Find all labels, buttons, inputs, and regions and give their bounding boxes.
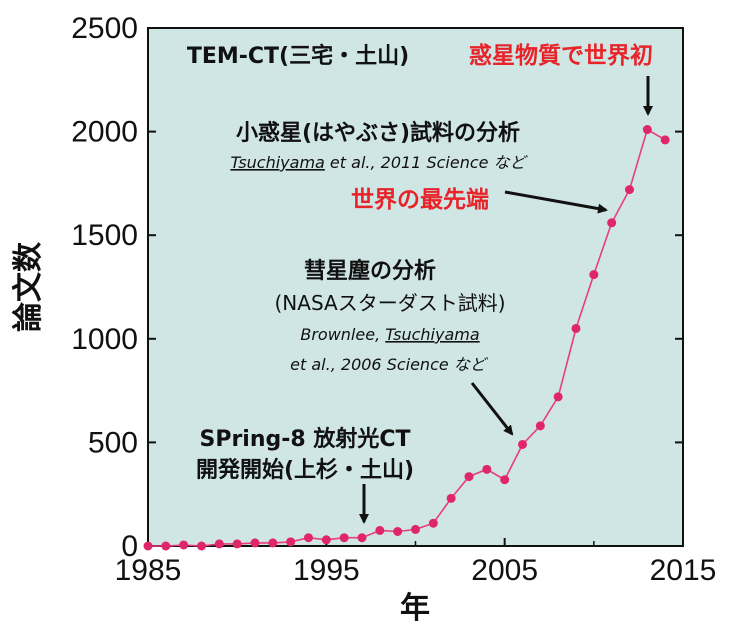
data-point: [571, 323, 581, 333]
cite-rest: et al., 2011 Science など: [325, 153, 529, 172]
data-point: [428, 518, 438, 528]
y-tick-label: 1000: [71, 323, 138, 356]
annotation-first-world: 惑星物質で世界初: [469, 42, 653, 69]
y-tick-label: 2000: [71, 116, 138, 149]
data-point: [446, 493, 456, 503]
data-point: [250, 538, 260, 548]
annotation-stardust-cite-1: Brownlee, Tsuchiyama: [300, 325, 479, 344]
data-point: [518, 439, 527, 449]
data-point: [321, 535, 331, 545]
x-tick-label: 2005: [471, 554, 538, 587]
data-point: [589, 270, 599, 280]
annotation-hayabusa: 小惑星(はやぶさ)試料の分析: [236, 120, 520, 146]
data-point: [625, 185, 634, 195]
data-point: [179, 540, 189, 550]
y-tick-label: 0: [121, 530, 138, 563]
data-point: [286, 537, 296, 547]
annotation-stardust-cite-2: et al., 2006 Science など: [290, 355, 489, 374]
data-point: [214, 539, 224, 549]
data-point: [339, 533, 349, 543]
data-point: [268, 538, 278, 548]
data-point: [393, 526, 403, 536]
y-tick-label: 1500: [71, 219, 138, 252]
annotation-spring8-line1: SPring-8 放射光CT: [199, 426, 410, 452]
data-point: [375, 525, 385, 535]
data-point: [607, 218, 617, 228]
y-tick-label: 2500: [71, 12, 138, 45]
data-point: [660, 135, 670, 145]
cite-author: Tsuchiyama: [230, 153, 324, 172]
y-axis-title: 論文数: [11, 241, 46, 332]
data-point: [161, 541, 171, 551]
arrow-comet: [470, 382, 514, 436]
arrow-world-front: [504, 190, 608, 214]
y-tick-label: 500: [88, 426, 138, 459]
data-point: [357, 533, 367, 543]
data-point: [535, 421, 545, 431]
x-tick-label: 2015: [650, 554, 717, 587]
annotation-stardust: (NASAスターダスト試料): [275, 291, 506, 315]
data-point: [464, 472, 474, 482]
data-point: [197, 541, 206, 551]
annotation-tem-ct: TEM-CT(三宅・土山): [187, 43, 409, 69]
data-point: [500, 475, 510, 485]
x-axis-title: 年: [400, 591, 430, 626]
cite-prefix: Brownlee,: [300, 325, 385, 344]
data-point: [143, 541, 153, 551]
plot-area: [147, 27, 684, 547]
annotation-spring8-line2: 開発開始(上杉・土山): [196, 457, 414, 483]
x-axis: 1985 1995 2005 2015: [115, 538, 717, 587]
annotation-world-front: 世界の最先端: [351, 187, 489, 213]
x-tick-label: 1985: [115, 554, 182, 587]
annotation-comet: 彗星塵の分析: [304, 258, 436, 284]
data-point: [411, 524, 420, 534]
cite-author: Tsuchiyama: [385, 325, 479, 344]
data-point: [642, 125, 652, 135]
y-axis: 0 500 1000 1500 2000 2500: [71, 12, 683, 563]
data-point: [232, 539, 242, 549]
series-markers: [143, 125, 670, 551]
annotation-hayabusa-cite: Tsuchiyama et al., 2011 Science など: [230, 153, 528, 172]
data-point: [304, 533, 313, 543]
x-tick-label: 1995: [293, 554, 360, 587]
data-point: [553, 392, 563, 402]
data-point: [482, 464, 492, 474]
